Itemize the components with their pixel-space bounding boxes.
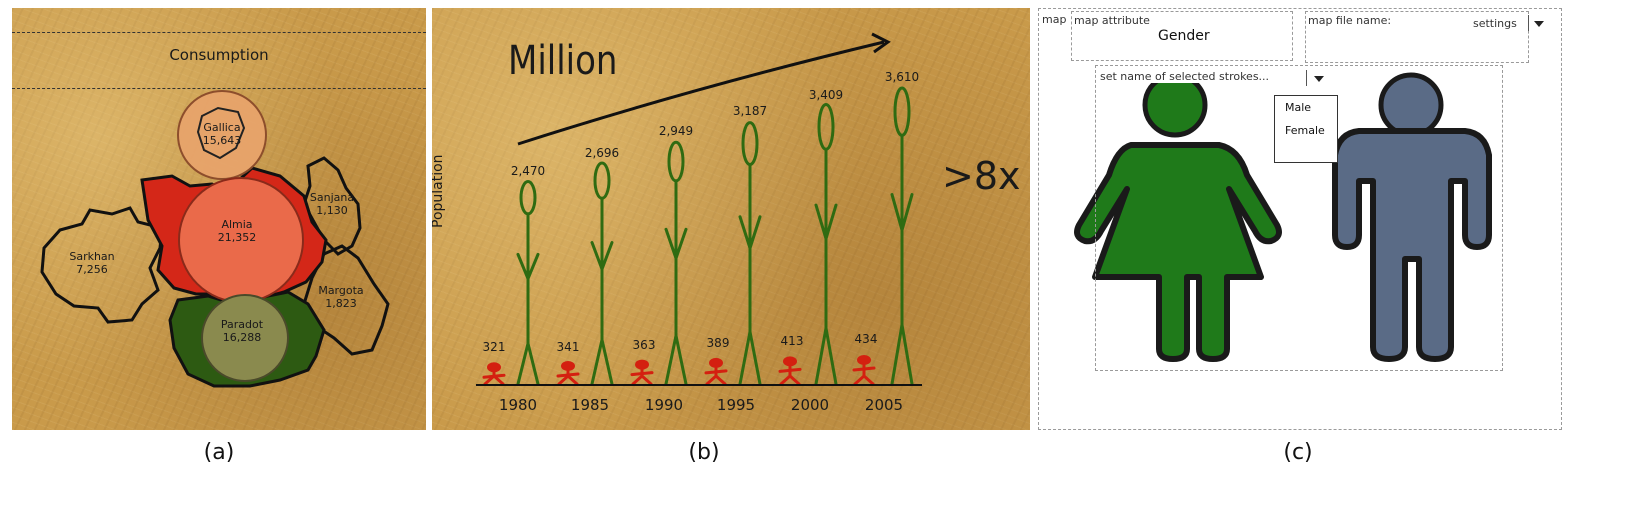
year-1995: 1995 [716,396,756,414]
short-value-2005: 434 [854,332,878,346]
population-axis-label: Population [432,154,446,228]
short-figure-1990 [630,359,654,386]
factor-label: >8x [942,154,1021,198]
tall-value-1995: 3,187 [732,104,768,118]
tall-figure-2000 [814,102,838,386]
tall-figure-1990 [664,140,688,386]
header-bottom-dashed-line [12,88,426,89]
year-2000: 2000 [790,396,830,414]
label-margota: Margota 1,823 [318,284,364,310]
short-value-1980: 321 [482,340,506,354]
consumption-title: Consumption [169,46,269,64]
map-file-name-box[interactable]: map file name: [1305,11,1529,63]
tall-value-2000: 3,409 [808,88,844,102]
tall-figure-1995 [738,121,762,386]
tall-value-1980: 2,470 [510,164,546,178]
settings-chevron-down-icon[interactable] [1534,21,1544,27]
year-1985: 1985 [570,396,610,414]
header-top-dashed-line [12,32,426,33]
region-sarkhan [40,206,164,324]
short-value-1990: 363 [632,338,656,352]
short-value-2000: 413 [780,334,804,348]
tall-figure-2005 [890,86,914,386]
caption-c: (c) [1283,440,1313,465]
gender-options-dropdown: Male Female [1274,95,1338,163]
label-gallica: Gallica 15,643 [202,121,242,147]
option-female[interactable]: Female [1285,124,1325,137]
baseline-axis [476,384,922,386]
map-file-name-tag: map file name: [1308,14,1392,27]
year-2005: 2005 [864,396,904,414]
short-figure-1985 [556,361,580,386]
option-male[interactable]: Male [1285,101,1312,114]
gender-figures-svg [1074,72,1492,362]
label-almia: Almia 21,352 [217,218,257,244]
short-value-1985: 341 [556,340,580,354]
stroke-name-chevron-down-icon[interactable] [1314,76,1324,82]
growth-arrow [517,40,885,146]
female-figure-icon [1074,72,1282,362]
label-sanjana: Sanjana 1,130 [309,191,355,217]
short-figure-2005 [852,355,876,386]
stroke-name-input[interactable]: set name of selected strokes... [1100,70,1270,83]
caption-a: (a) [203,440,235,465]
male-figure-icon [1332,72,1492,362]
map-attribute-box[interactable]: map attribute Gender [1071,11,1293,61]
circle-gallica [177,90,267,180]
settings-label[interactable]: settings [1473,17,1517,30]
tall-value-1990: 2,949 [658,124,694,138]
short-figure-1980 [482,362,506,386]
region-map [40,90,390,388]
map-attribute-value[interactable]: Gender [1158,28,1210,44]
year-1990: 1990 [644,396,684,414]
short-figure-1995 [704,357,728,386]
caption-b: (b) [688,440,720,465]
pictograph-svg [482,32,914,386]
million-label: Million [508,38,618,84]
panel-b-pictograph: Million >8x Population 2,470 2,696 2,949… [432,8,1030,430]
stroke-selection-area: set name of selected strokes... [1095,65,1503,371]
stroke-name-separator [1306,70,1307,86]
label-paradot: Paradot 16,288 [220,318,264,344]
year-1980: 1980 [498,396,538,414]
tall-value-2005: 3,610 [884,70,920,84]
circle-paradot [201,294,289,382]
short-figure-2000 [778,356,802,386]
tall-figure-1985 [590,161,614,386]
panel-a-map: Consumption Gallica 15,643 Almia 21,352 Pa… [12,8,426,430]
tall-value-1985: 2,696 [584,146,620,160]
map-attribute-tag: map attribute [1074,14,1150,27]
tall-figure-1980 [516,179,540,386]
short-value-1995: 389 [706,336,730,350]
panel-c-stroke-editor: map map attribute Gender map file name: … [1038,8,1562,430]
map-tag: map [1042,13,1067,26]
settings-separator [1528,15,1529,31]
label-sarkhan: Sarkhan 7,256 [69,250,115,276]
